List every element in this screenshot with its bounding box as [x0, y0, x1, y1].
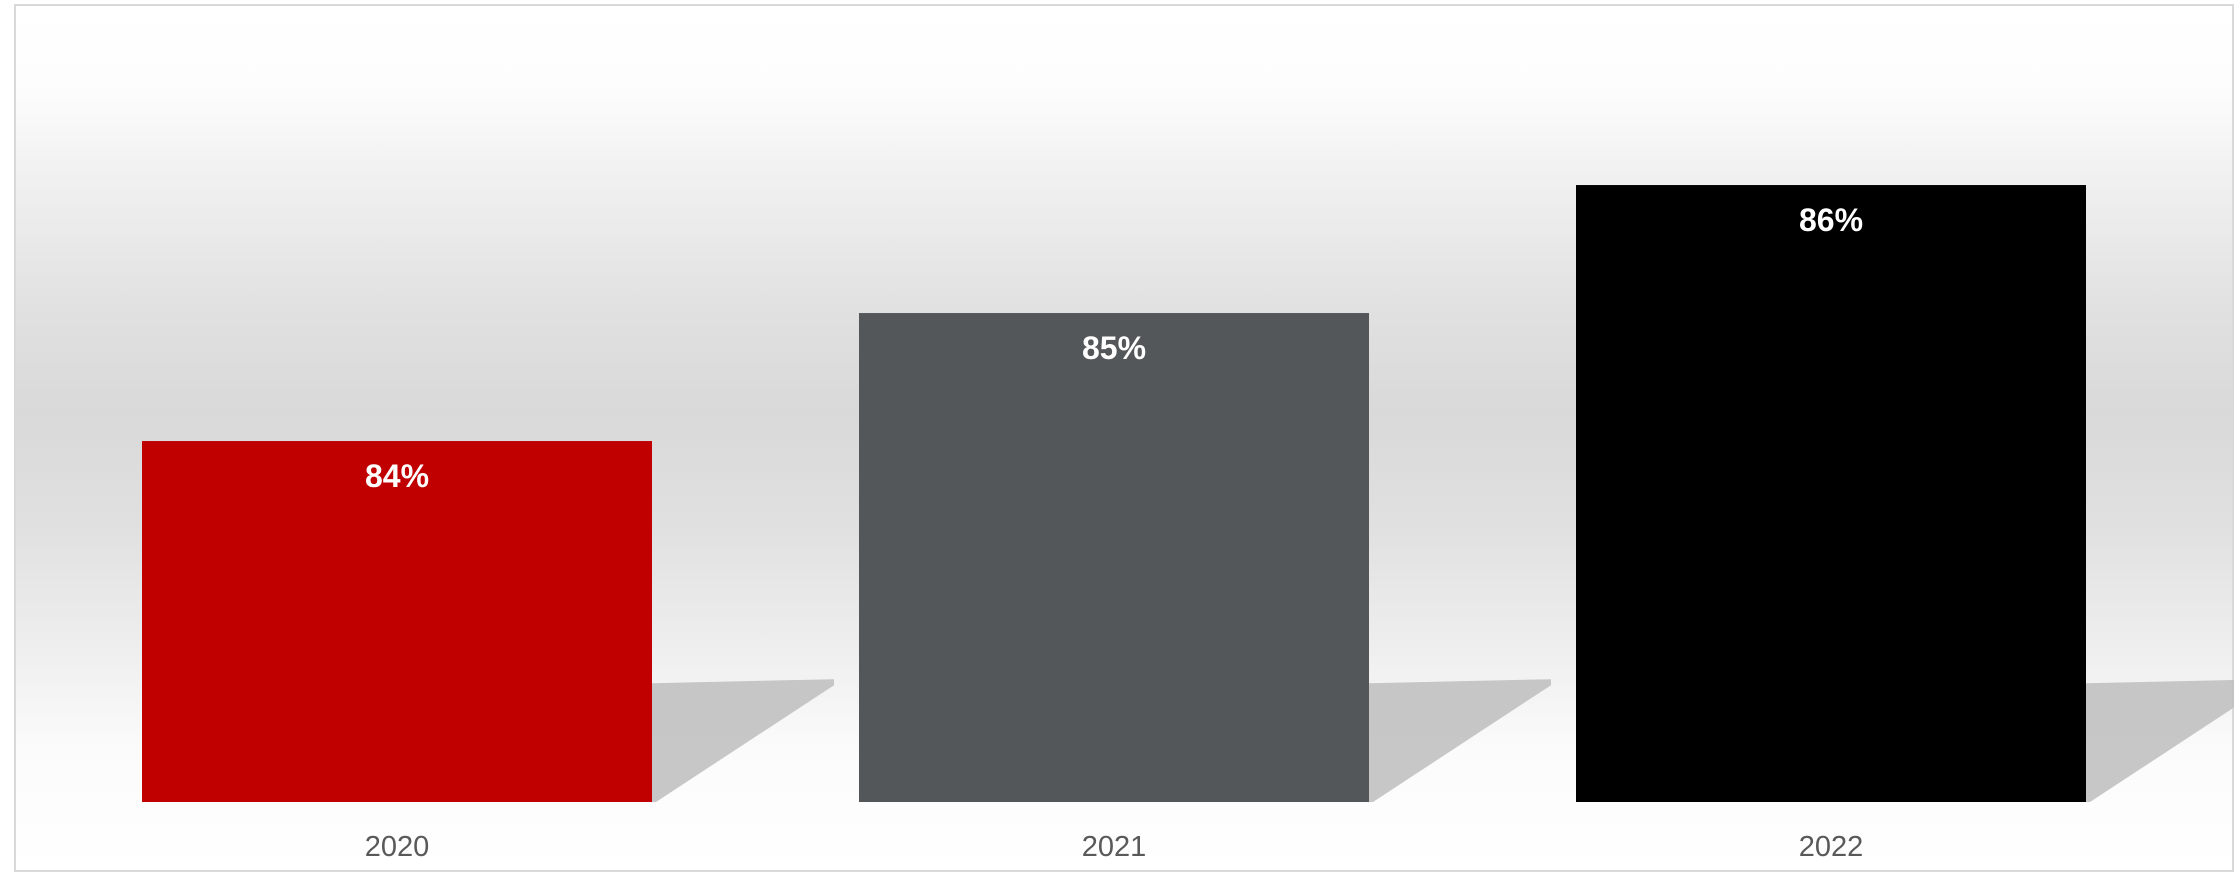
data-label-2020: 84% — [365, 458, 429, 494]
data-labels: 84% 85% 86% — [365, 202, 1863, 494]
bar-2021 — [859, 313, 1369, 802]
data-label-2022: 86% — [1799, 202, 1863, 238]
x-tick-label-2020: 2020 — [365, 831, 430, 863]
x-axis-tick-labels: 2020 2021 2022 — [365, 831, 1864, 863]
data-label-2021: 85% — [1082, 330, 1146, 366]
bar-shadow-2020 — [652, 679, 834, 802]
bars — [142, 185, 2086, 803]
bar-shadows — [652, 679, 2234, 802]
bar-2022 — [1576, 185, 2086, 803]
x-tick-label-2021: 2021 — [1082, 831, 1147, 863]
bar-shadow-2021 — [1369, 679, 1551, 802]
bar-2020 — [142, 441, 652, 802]
bar-shadow-2022 — [2086, 679, 2234, 802]
x-tick-label-2022: 2022 — [1799, 831, 1864, 863]
